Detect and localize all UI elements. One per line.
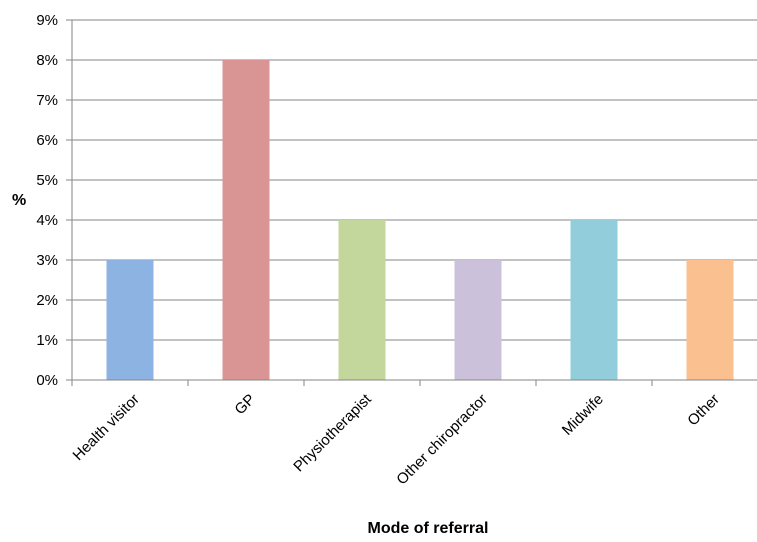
bars	[106, 60, 734, 380]
x-tick-label: Physiotherapist	[290, 390, 375, 475]
x-tick-label: Midwife	[559, 391, 607, 439]
bar	[454, 260, 502, 380]
y-tick-label: 6%	[36, 132, 58, 149]
bar	[222, 60, 270, 380]
x-tick-labels: Health visitor GP Physiotherapist Other chi…	[69, 390, 722, 488]
y-tick-label: 3%	[36, 252, 58, 269]
y-tick-label: 5%	[36, 172, 58, 189]
y-axis-title: %	[12, 192, 26, 209]
axes	[66, 19, 757, 386]
gridlines	[72, 19, 757, 341]
x-tick-label: Health visitor	[69, 391, 142, 464]
y-tick-label: 7%	[36, 92, 58, 109]
bar	[686, 260, 734, 380]
y-tick-label: 1%	[36, 332, 58, 349]
y-tick-label: 4%	[36, 212, 58, 229]
y-tick-label: 0%	[36, 372, 58, 389]
y-tick-label: 9%	[36, 12, 58, 29]
bar	[106, 260, 154, 380]
y-tick-label: 8%	[36, 52, 58, 69]
x-tick-label: GP	[231, 391, 258, 418]
bar	[338, 220, 386, 380]
x-tick-label: Other chiropractor	[393, 391, 491, 489]
y-tick-labels: 0% 1% 2% 3% 4% 5% 6% 7% 8% 9%	[36, 12, 58, 389]
bar	[570, 220, 618, 380]
y-tick-label: 2%	[36, 292, 58, 309]
x-axis-title: Mode of referral	[368, 520, 489, 537]
x-tick-label: Other	[684, 391, 723, 430]
